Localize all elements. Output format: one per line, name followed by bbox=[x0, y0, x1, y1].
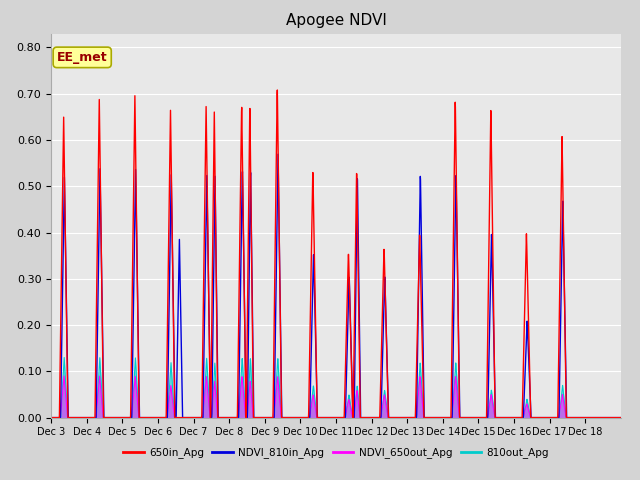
Legend: 650in_Apg, NDVI_810in_Apg, NDVI_650out_Apg, 810out_Apg: 650in_Apg, NDVI_810in_Apg, NDVI_650out_A… bbox=[119, 443, 553, 462]
Text: EE_met: EE_met bbox=[57, 51, 108, 64]
Title: Apogee NDVI: Apogee NDVI bbox=[285, 13, 387, 28]
